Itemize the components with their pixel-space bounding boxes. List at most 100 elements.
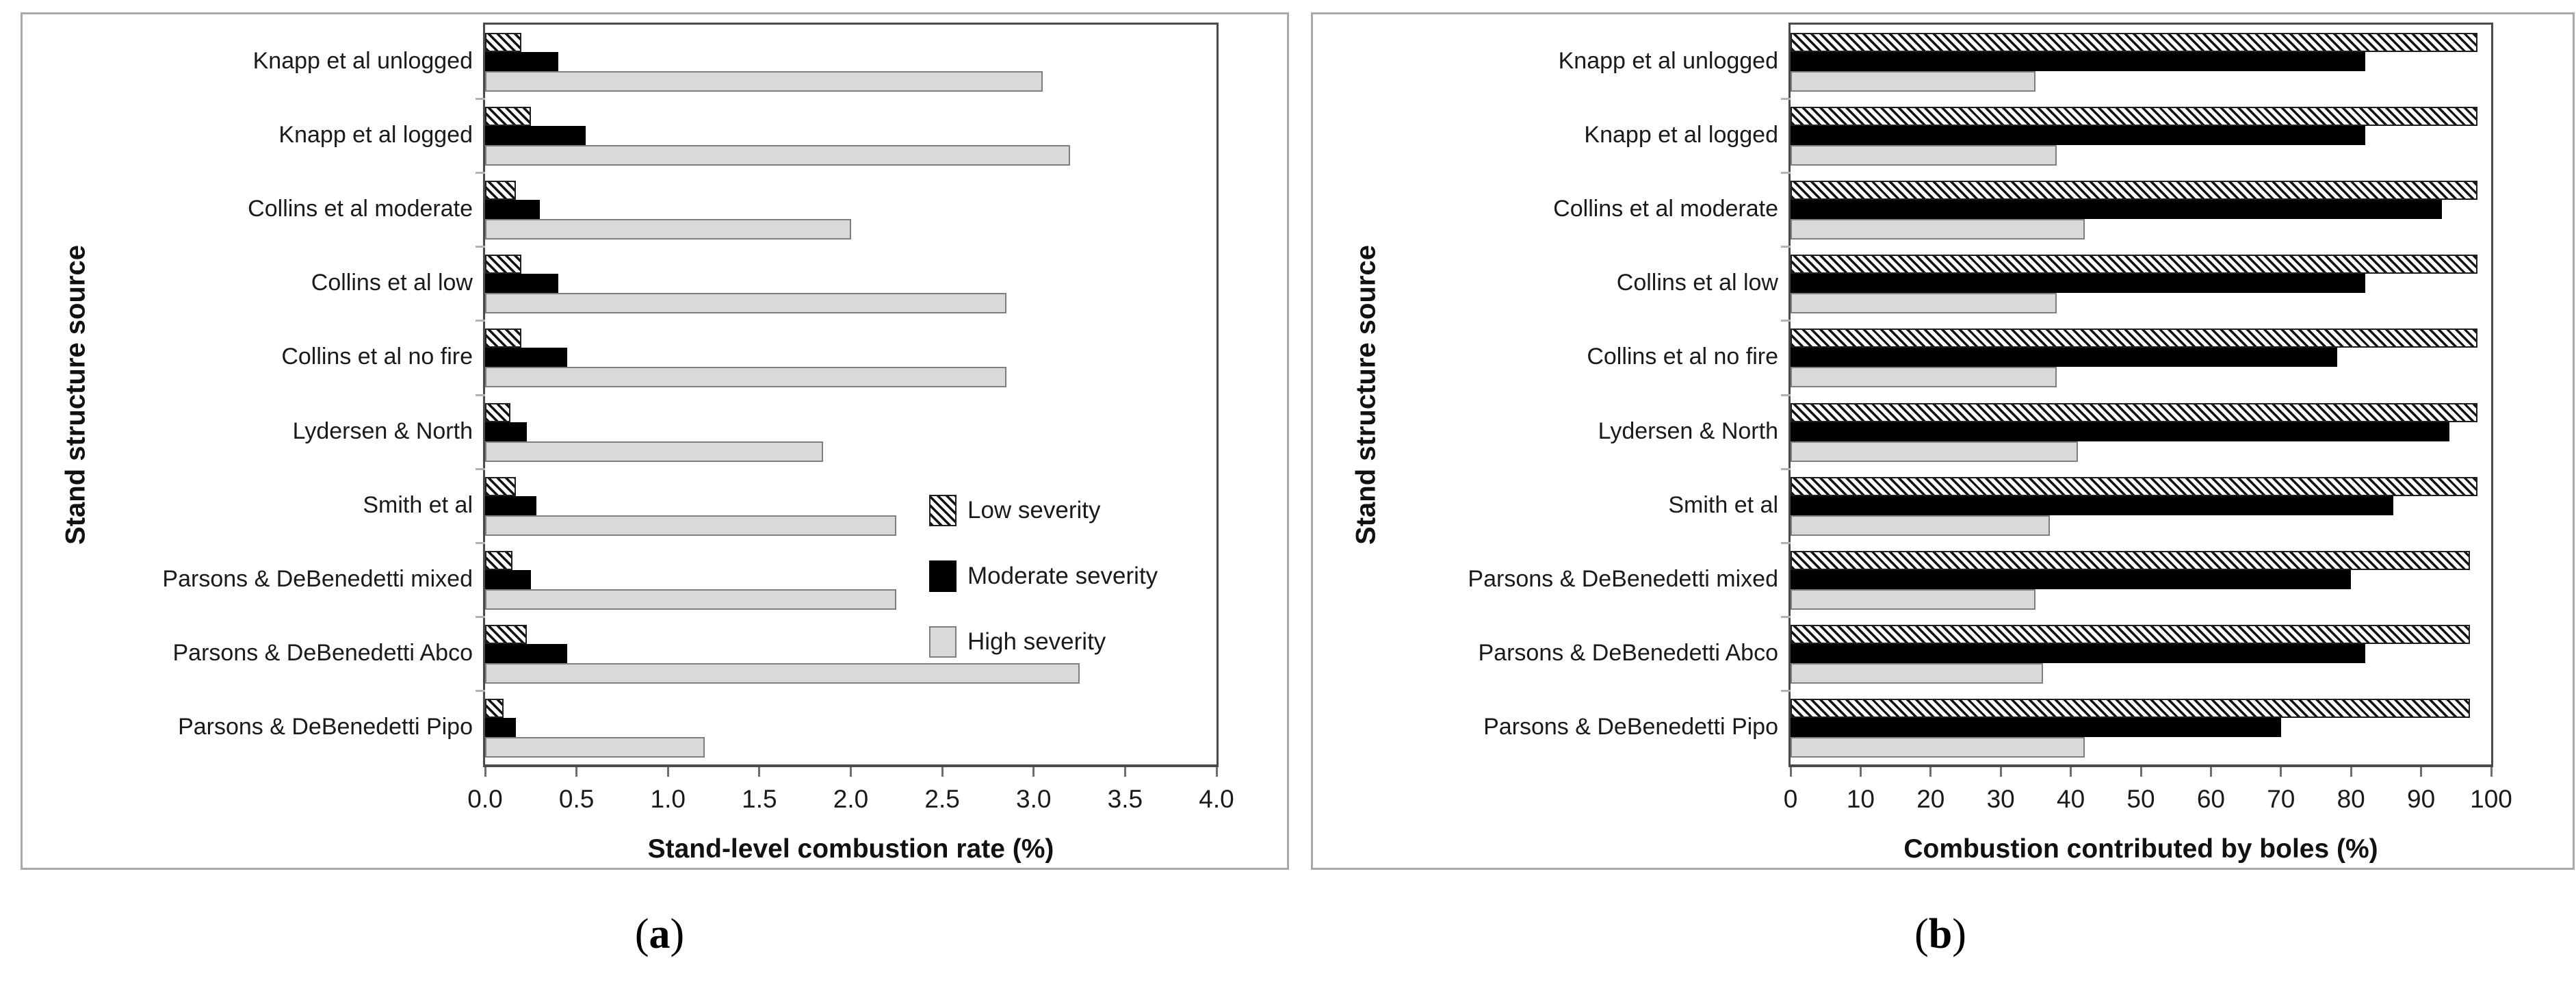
x-axis-tick <box>2490 767 2493 777</box>
bar-hatch <box>485 255 522 274</box>
x-tick-label: 0 <box>1783 785 1798 813</box>
x-tick-label: 40 <box>2057 785 2085 813</box>
category-label: Lydersen & North <box>1598 417 1778 444</box>
x-axis-tick <box>2209 767 2212 777</box>
category-label: Collins et al moderate <box>1553 196 1778 222</box>
legend-swatch-gray <box>929 626 957 658</box>
x-tick-label: 90 <box>2407 785 2436 813</box>
x-axis-title: Combustion contributed by boles (%) <box>1903 834 2378 864</box>
category-label: Collins et al moderate <box>248 196 473 222</box>
bar-black <box>485 126 586 146</box>
x-axis-tick <box>2070 767 2072 777</box>
x-tick-label: 60 <box>2196 785 2225 813</box>
bar-black <box>1791 348 2337 367</box>
y-axis-tick <box>1781 320 1791 322</box>
legend-item: High severity <box>929 626 1106 658</box>
bar-black <box>485 200 541 220</box>
y-axis-tick <box>476 541 485 544</box>
caption-letter-b: b <box>1928 911 1953 957</box>
x-tick-label: 70 <box>2267 785 2295 813</box>
caption-b: (b) <box>1797 910 2084 959</box>
x-axis-tick <box>1123 767 1126 777</box>
y-axis-tick <box>1781 98 1791 101</box>
y-axis-tick <box>476 320 485 322</box>
legend-swatch-black <box>929 560 957 592</box>
y-axis-tick <box>476 689 485 692</box>
category-label: Smith et al <box>363 491 473 518</box>
x-axis-title: Stand-level combustion rate (%) <box>647 834 1054 864</box>
x-tick-label: 0.5 <box>558 785 595 813</box>
category-label: Collins et al no fire <box>1587 344 1778 370</box>
bar-gray <box>485 515 897 536</box>
bar-black <box>1791 274 2365 294</box>
category-label: Parsons & DeBenedetti mixed <box>162 565 473 592</box>
bar-gray <box>1791 589 2036 610</box>
y-axis-tick <box>476 615 485 618</box>
bar-gray <box>485 736 705 758</box>
x-tick-label: 10 <box>1846 785 1875 813</box>
bar-gray <box>485 367 1006 388</box>
y-axis-tick <box>1781 246 1791 248</box>
bar-gray <box>485 662 1080 684</box>
bar-hatch <box>1791 624 2471 644</box>
bar-black <box>1791 495 2393 515</box>
bar-black <box>485 643 568 663</box>
caption-close-paren: ) <box>1952 911 1966 957</box>
y-axis-tick <box>1781 689 1791 692</box>
x-axis-tick <box>1859 767 1862 777</box>
bar-black <box>1791 200 2443 220</box>
x-axis-tick <box>941 767 944 777</box>
x-tick-label: 100 <box>2470 785 2512 813</box>
x-tick-label: 0.0 <box>467 785 503 813</box>
category-label: Collins et al low <box>311 270 473 296</box>
legend-item: Low severity <box>929 495 1101 526</box>
y-axis-tick <box>476 98 485 101</box>
figure-panel-b: Stand structure source Knapp et al unlogg… <box>1311 12 2575 870</box>
bar-hatch <box>485 624 528 644</box>
x-axis-tick <box>2139 767 2142 777</box>
x-axis-tick <box>758 767 761 777</box>
bar-hatch <box>485 107 531 127</box>
bar-gray <box>1791 367 2057 388</box>
y-axis-tick <box>1781 541 1791 544</box>
bar-black <box>485 495 536 515</box>
category-label: Parsons & DeBenedetti Pipo <box>1483 713 1778 740</box>
legend-label: High severity <box>967 628 1106 655</box>
bar-hatch <box>1791 33 2477 52</box>
y-axis-tick <box>1781 615 1791 618</box>
bar-black <box>1791 422 2449 441</box>
bar-black <box>485 569 531 589</box>
bar-hatch <box>485 476 517 496</box>
bar-gray <box>1791 515 2050 536</box>
bar-gray <box>485 219 851 240</box>
y-axis-tick <box>1781 394 1791 396</box>
x-tick-label: 1.5 <box>742 785 777 813</box>
bar-hatch <box>485 181 517 201</box>
x-axis-tick <box>2420 767 2423 777</box>
category-label: Knapp et al unlogged <box>252 48 473 74</box>
bar-gray <box>485 71 1043 92</box>
bar-gray <box>1791 219 2085 240</box>
x-tick-label: 2.0 <box>833 785 869 813</box>
category-label: Collins et al low <box>1616 270 1778 296</box>
legend-label: Low severity <box>967 497 1101 524</box>
category-label: Smith et al <box>1668 491 1778 518</box>
x-axis-tick <box>484 767 486 777</box>
x-axis-tick <box>2280 767 2282 777</box>
category-label: Knapp et al unlogged <box>1558 48 1778 74</box>
bar-gray <box>485 293 1006 314</box>
x-tick-label: 80 <box>2337 785 2365 813</box>
x-axis-tick <box>1929 767 1932 777</box>
bar-black <box>485 422 528 441</box>
caption-a: (a) <box>516 910 803 959</box>
bar-hatch <box>1791 255 2477 274</box>
x-tick-label: 3.5 <box>1107 785 1143 813</box>
bar-hatch <box>1791 181 2477 201</box>
bar-gray <box>485 145 1071 166</box>
y-axis-tick <box>476 172 485 175</box>
bar-gray <box>1791 293 2057 314</box>
bar-hatch <box>1791 698 2471 718</box>
bar-hatch <box>1791 328 2477 348</box>
y-axis-tick <box>1781 172 1791 175</box>
bar-black <box>1791 569 2352 589</box>
